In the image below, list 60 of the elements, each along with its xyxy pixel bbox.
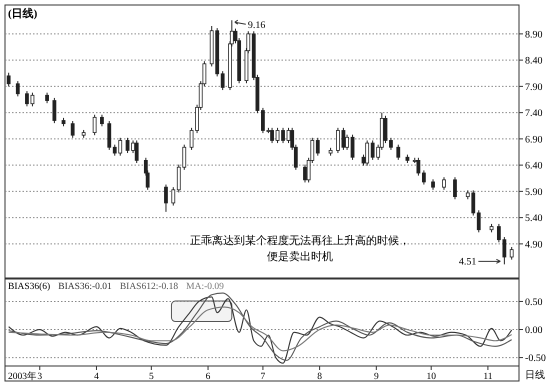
y-tick-label: 5.40: [525, 213, 542, 224]
annotation: 便是卖出时机: [267, 250, 333, 263]
candlestick: [92, 114, 97, 136]
y-tick-label: 0.00: [525, 325, 542, 336]
x-tick-label: 5: [148, 372, 154, 382]
candlestick: [118, 137, 122, 156]
y-tick-label: -0.50: [525, 353, 546, 364]
candlestick: [176, 164, 181, 193]
candlestick: [16, 80, 20, 97]
text: BIAS36:-0.01: [58, 282, 112, 292]
x-axis-title: 日线: [525, 369, 545, 381]
candlestick: [316, 137, 320, 156]
x-tick-label: 4: [94, 372, 100, 382]
candlestick: [442, 176, 446, 190]
candlestick: [45, 92, 49, 104]
candlestick: [476, 210, 481, 233]
candlestick: [303, 164, 307, 183]
candlestick: [6, 72, 11, 87]
candlestick: [396, 144, 400, 160]
annotation: 4.51: [458, 256, 476, 268]
candlestick: [453, 176, 457, 200]
line-series: [8, 306, 512, 352]
candlestick: [471, 190, 476, 216]
x-tick-label: 11: [483, 372, 493, 382]
candlestick: [134, 140, 139, 164]
y-tick-label: 7.90: [525, 82, 542, 93]
candlestick: [164, 184, 168, 212]
candlestick: [100, 114, 104, 127]
y-tick-label: 6.40: [525, 160, 542, 172]
x-tick-label: 9: [374, 372, 379, 382]
x-tick-label: 7: [260, 372, 266, 382]
chart-title: BIAS36(6): [8, 282, 50, 292]
series-label: MA:-0.09: [186, 282, 224, 292]
y-tick-label: 0.50: [525, 296, 542, 308]
x-tick-label: 8: [317, 372, 322, 382]
candlestick: [107, 120, 112, 150]
candlestick: [365, 140, 370, 166]
candlestick: [510, 246, 514, 260]
y-tick-label: 6.90: [525, 134, 542, 146]
chart-title: (日线): [8, 7, 38, 20]
x-tick-label: 2003年: [8, 370, 37, 382]
y-tick-label: 7.40: [525, 108, 542, 120]
candlestick: [70, 120, 75, 138]
candlestick: [52, 97, 56, 124]
candlestick: [182, 144, 186, 170]
annotation: 9.16: [248, 20, 266, 32]
y-tick-label: 8.40: [525, 56, 542, 67]
y-tick-label: 5.90: [525, 186, 542, 198]
candlestick: [220, 70, 225, 91]
text: BIAS612:-0.18: [120, 282, 178, 292]
y-tick-label: 8.90: [525, 29, 542, 40]
x-tick-label: 10: [426, 372, 436, 382]
x-tick-label: 3: [37, 372, 42, 382]
x-tick-label: 6: [206, 372, 211, 382]
candlestick: [171, 186, 176, 206]
candlestick: [370, 140, 375, 160]
y-tick-label: 4.90: [525, 239, 542, 250]
candlestick: [431, 178, 435, 190]
candlestick: [112, 144, 117, 156]
annotation: 正乖离达到某个程度无法再往上升高的时候，: [190, 234, 410, 247]
